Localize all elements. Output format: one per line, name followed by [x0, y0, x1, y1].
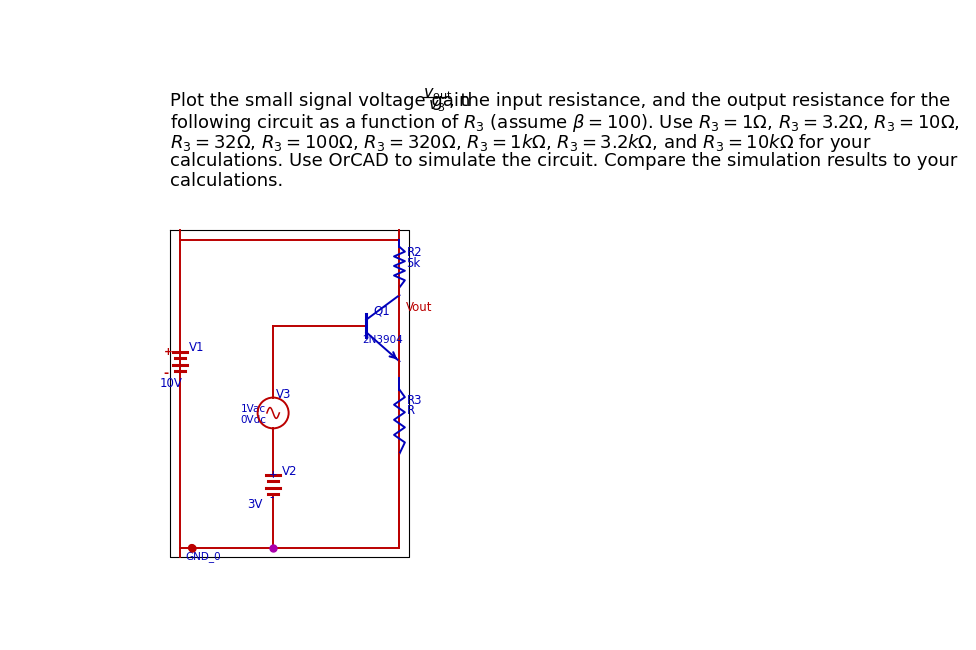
- Text: V2: V2: [282, 465, 297, 478]
- Text: V3: V3: [276, 387, 292, 400]
- Text: 3V: 3V: [248, 499, 263, 512]
- Text: GND_0: GND_0: [185, 552, 222, 562]
- Text: $R_3 = 32\Omega$, $R_3 = 100\Omega$, $R_3 = 320\Omega$, $R_3 = 1k\Omega$, $R_3 =: $R_3 = 32\Omega$, $R_3 = 100\Omega$, $R_…: [170, 132, 872, 154]
- Text: R2: R2: [406, 246, 422, 259]
- Text: 1Vac: 1Vac: [240, 404, 265, 415]
- Text: calculations. Use OrCAD to simulate the circuit. Compare the simulation results : calculations. Use OrCAD to simulate the …: [170, 152, 957, 170]
- Text: -: -: [164, 367, 169, 380]
- Text: +: +: [269, 470, 278, 480]
- Text: Plot the small signal voltage gain: Plot the small signal voltage gain: [170, 92, 476, 110]
- Text: Q1: Q1: [374, 304, 390, 317]
- Text: R3: R3: [406, 394, 422, 407]
- Text: +: +: [164, 346, 173, 357]
- Text: V1: V1: [188, 341, 204, 354]
- Text: following circuit as a function of $R_3$ (assume $\beta = 100$). Use $R_3 = 1\Om: following circuit as a function of $R_3$…: [170, 112, 959, 134]
- Text: $\mathit{v}_{\mathrm{out}}$: $\mathit{v}_{\mathrm{out}}$: [423, 86, 452, 102]
- Text: R: R: [406, 404, 415, 417]
- Text: 0Vdc: 0Vdc: [240, 415, 266, 425]
- Text: -: -: [269, 491, 273, 504]
- Text: calculations.: calculations.: [170, 172, 283, 190]
- Text: 2N3904: 2N3904: [362, 335, 403, 345]
- Text: Vout: Vout: [406, 302, 432, 315]
- Text: 10V: 10V: [159, 377, 183, 390]
- Text: , the input resistance, and the output resistance for the: , the input resistance, and the output r…: [449, 92, 951, 110]
- Text: 5k: 5k: [406, 257, 421, 270]
- Text: $\mathit{v}_{3}$: $\mathit{v}_{3}$: [428, 98, 446, 114]
